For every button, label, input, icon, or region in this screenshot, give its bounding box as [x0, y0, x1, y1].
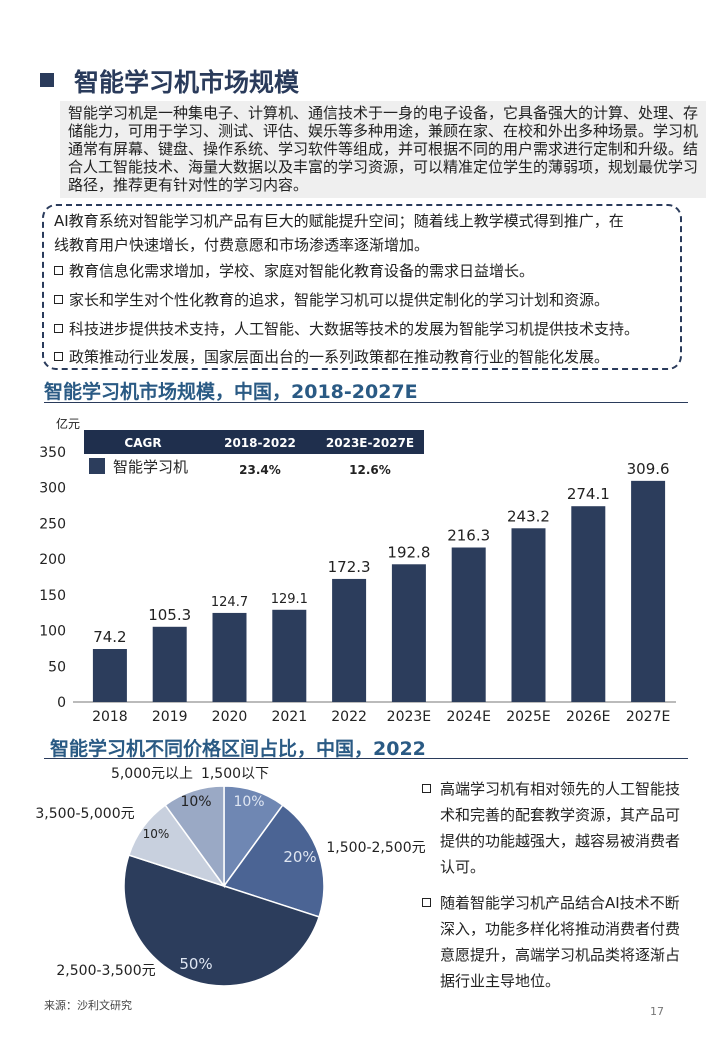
y-axis-unit: 亿元 [56, 416, 80, 431]
bar-chart-title: 智能学习机市场规模，中国，2018-2027E [44, 381, 418, 403]
right-bullet-item: 高端学习机有相对领先的人工智能技术和完善的配套教学资源，其产品可提供的功能越强大… [422, 776, 684, 880]
bar [391, 564, 426, 702]
bar [631, 480, 666, 702]
x-tick-label: 2018 [92, 709, 128, 725]
x-tick-label: 2027E [626, 709, 670, 725]
bar-value-label: 172.3 [328, 558, 371, 576]
checkbox-bullet-icon [54, 266, 63, 275]
bar-value-label: 216.3 [447, 527, 490, 545]
cagr-header-label: CAGR [124, 436, 161, 450]
bar-value-label: 129.1 [271, 592, 308, 607]
cagr-header-period-2: 2023E-2027E [326, 436, 414, 450]
x-tick-label: 2021 [271, 709, 307, 725]
right-bullet-text: 高端学习机有相对领先的人工智能技术和完善的配套教学资源，其产品可提供的功能越强大… [440, 780, 681, 876]
pie-slice-percent: 20% [283, 848, 316, 866]
pie-slice-label: 2,500-3,500元 [56, 963, 155, 979]
drivers-lead-line-2: 线教育用户快速增长，付费意愿和市场渗透率逐渐增加。 [54, 236, 430, 254]
bar-value-label: 274.1 [567, 485, 610, 503]
pie-slice-percent: 10% [180, 794, 211, 810]
driver-item: 政策推动行业发展，国家层面出台的一系列政策都在推动教育行业的智能化发展。 [54, 346, 609, 367]
pie-slice [164, 785, 225, 889]
y-tick-label: 250 [39, 516, 66, 532]
y-tick-label: 50 [48, 659, 66, 675]
x-tick-label: 2026E [566, 709, 610, 725]
drivers-lead-line-1: AI教育系统对智能学习机产品有巨大的赋能提升空间；随着线上教学模式得到推广，在 [54, 212, 624, 230]
driver-item-text: 教育信息化需求增加，学校、家庭对智能化教育设备的需求日益增长。 [69, 262, 535, 280]
checkbox-bullet-icon [54, 352, 63, 361]
pie-slice-label: 1,500以下 [201, 766, 269, 782]
pie-chart-title: 智能学习机不同价格区间占比，中国，2022 [50, 738, 426, 760]
intro-background [60, 101, 706, 198]
source-note: 来源：沙利文研究 [44, 999, 132, 1012]
checkbox-bullet-icon [54, 324, 63, 333]
bar-value-label: 74.2 [93, 628, 126, 646]
pie-slice-label: 3,500-5,000元 [35, 806, 134, 822]
bar-value-label: 192.8 [387, 543, 430, 561]
bar-chart: CAGR 2018-2022 2023E-2027E 智能学习机 23.4% 1… [39, 416, 676, 725]
bar [511, 528, 546, 702]
bar-chart-title-rule [44, 402, 688, 403]
legend-swatch [89, 458, 105, 474]
pie-chart: 1,500以下 1,500-2,500元 2,500-3,500元 3,500-… [35, 766, 426, 987]
checkbox-bullet-icon [54, 295, 63, 304]
bar [332, 578, 367, 702]
bar [152, 626, 187, 702]
pie-slice [123, 854, 321, 987]
pie-slice [222, 804, 325, 918]
cagr-value-1: 23.4% [239, 463, 281, 477]
x-tick-label: 2019 [152, 709, 188, 725]
pie-slice-label: 1,500-2,500元 [326, 840, 425, 856]
legend-label: 智能学习机 [113, 458, 188, 476]
drivers-box [42, 204, 682, 370]
pie-slice-percent: 50% [179, 955, 212, 973]
title-marker-square [40, 73, 54, 87]
x-tick-label: 2022 [331, 709, 367, 725]
bar [92, 649, 127, 702]
cagr-header-period-1: 2018-2022 [224, 436, 296, 450]
y-tick-label: 300 [39, 481, 66, 497]
bar-value-label: 309.6 [627, 460, 670, 478]
page-title: 智能学习机市场规模 [74, 68, 300, 97]
driver-item: 科技进步提供技术支持，人工智能、大数据等技术的发展为智能学习机提供技术支持。 [54, 318, 639, 339]
y-tick-label: 200 [39, 552, 66, 568]
driver-item-text: 政策推动行业发展，国家层面出台的一系列政策都在推动教育行业的智能化发展。 [69, 348, 610, 366]
bar [571, 506, 606, 702]
driver-item: 教育信息化需求增加，学校、家庭对智能化教育设备的需求日益增长。 [54, 260, 534, 281]
pie-slice-label: 5,000元以上 [111, 766, 193, 782]
pie-slice-percent: 10% [233, 794, 264, 810]
y-tick-label: 350 [39, 445, 66, 461]
bar-value-label: 124.7 [211, 595, 248, 610]
bar-value-label: 243.2 [507, 507, 550, 525]
x-tick-label: 2024E [446, 709, 490, 725]
driver-item: 家长和学生对个性化教育的追求，智能学习机可以提供定制化的学习计划和资源。 [54, 289, 609, 310]
bar [451, 547, 486, 702]
bar [272, 609, 307, 702]
page-number: 17 [650, 1005, 664, 1018]
bar [212, 612, 247, 702]
right-bullet-item: 随着智能学习机产品结合AI技术不断深入，功能多样化将推动消费者付费意愿提升，高端… [422, 890, 684, 994]
x-tick-label: 2023E [387, 709, 431, 725]
pie-slice-percent: 10% [143, 827, 170, 841]
y-tick-label: 0 [57, 695, 66, 711]
driver-item-text: 科技进步提供技术支持，人工智能、大数据等技术的发展为智能学习机提供技术支持。 [69, 320, 640, 338]
intro-paragraph: 智能学习机是一种集电子、计算机、通信技术于一身的电子设备，它具备强大的计算、处理… [68, 104, 699, 194]
x-tick-label: 2020 [212, 709, 248, 725]
driver-item-text: 家长和学生对个性化教育的追求，智能学习机可以提供定制化的学习计划和资源。 [69, 291, 610, 309]
y-tick-label: 100 [39, 624, 66, 640]
cagr-header-bar [84, 430, 424, 454]
checkbox-bullet-icon [422, 898, 431, 907]
cagr-value-2: 12.6% [349, 463, 391, 477]
y-tick-label: 150 [39, 588, 66, 604]
right-bullet-text: 随着智能学习机产品结合AI技术不断深入，功能多样化将推动消费者付费意愿提升，高端… [440, 894, 681, 990]
pie-chart-title-rule [44, 758, 688, 759]
bar-value-label: 105.3 [148, 606, 191, 624]
checkbox-bullet-icon [422, 784, 431, 793]
x-tick-label: 2025E [506, 709, 550, 725]
